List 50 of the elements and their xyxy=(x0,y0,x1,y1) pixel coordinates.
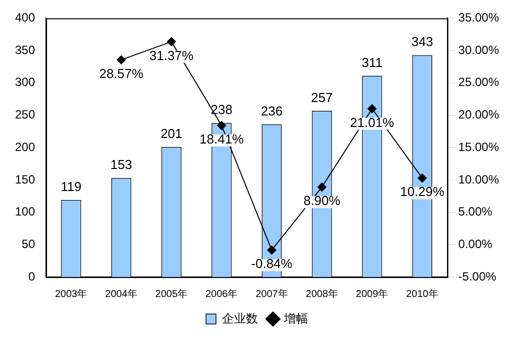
x-tick-label: 2003年 xyxy=(54,288,88,300)
legend-label: 增幅 xyxy=(283,311,308,326)
data-label: 119 xyxy=(60,179,82,194)
x-tick-label: 2007年 xyxy=(256,288,288,300)
y2-tick-label: -5.00% xyxy=(458,269,497,284)
y2-tick-label: 10.00% xyxy=(458,172,500,186)
y2-tick-label: 25.00% xyxy=(458,75,500,90)
point xyxy=(368,104,377,114)
y-tick-label: 100 xyxy=(14,204,36,219)
point xyxy=(217,121,226,130)
y2-tick-label: 5.00% xyxy=(458,204,493,219)
point xyxy=(317,182,326,192)
x-tick-label: 2010年 xyxy=(406,288,438,300)
data-label: 153 xyxy=(110,157,132,172)
x-tick-label: 2005年 xyxy=(155,288,188,300)
point xyxy=(267,246,276,255)
y-tick-label: 50 xyxy=(22,236,36,251)
data-label: 343 xyxy=(411,34,434,50)
y-tick-label: 150 xyxy=(14,172,36,186)
y-tick-label: 250 xyxy=(14,108,36,122)
y2-tick-label: 15.00% xyxy=(458,140,500,154)
y-tick-label: 350 xyxy=(14,42,36,57)
point xyxy=(166,37,176,46)
data-label: 10.29% xyxy=(400,184,445,200)
point xyxy=(418,174,427,183)
y2-tick-label: 20.00% xyxy=(458,108,500,122)
x-tick-label: 2004年 xyxy=(105,288,138,300)
data-label: 18.41% xyxy=(200,132,244,147)
y-tick-label: 300 xyxy=(14,75,36,90)
legend-label: 企业数 xyxy=(222,311,258,326)
data-label: 28.57% xyxy=(99,66,144,81)
data-label: 21.01% xyxy=(350,114,395,130)
data-label: 8.90% xyxy=(303,193,341,208)
y2-tick-label: 0.00% xyxy=(458,236,493,251)
x-tick-label: 2006年 xyxy=(205,288,238,300)
data-label: 31.37% xyxy=(149,48,194,63)
data-label: 257 xyxy=(311,90,333,105)
data-label: 201 xyxy=(160,126,182,142)
y2-tick-label: 30.00% xyxy=(458,42,500,57)
y2-tick-label: 35.00% xyxy=(458,10,500,25)
data-label: 238 xyxy=(210,102,232,118)
data-label: 311 xyxy=(362,54,382,70)
y-tick-label: 0 xyxy=(28,269,36,284)
data-label: 236 xyxy=(260,103,283,118)
point xyxy=(116,55,126,64)
x-tick-label: 2008年 xyxy=(306,288,338,300)
y-tick-label: 400 xyxy=(14,10,36,25)
y-tick-label: 200 xyxy=(14,140,36,154)
data-label: -0.84% xyxy=(251,256,293,272)
x-tick-label: 2009年 xyxy=(356,288,388,300)
